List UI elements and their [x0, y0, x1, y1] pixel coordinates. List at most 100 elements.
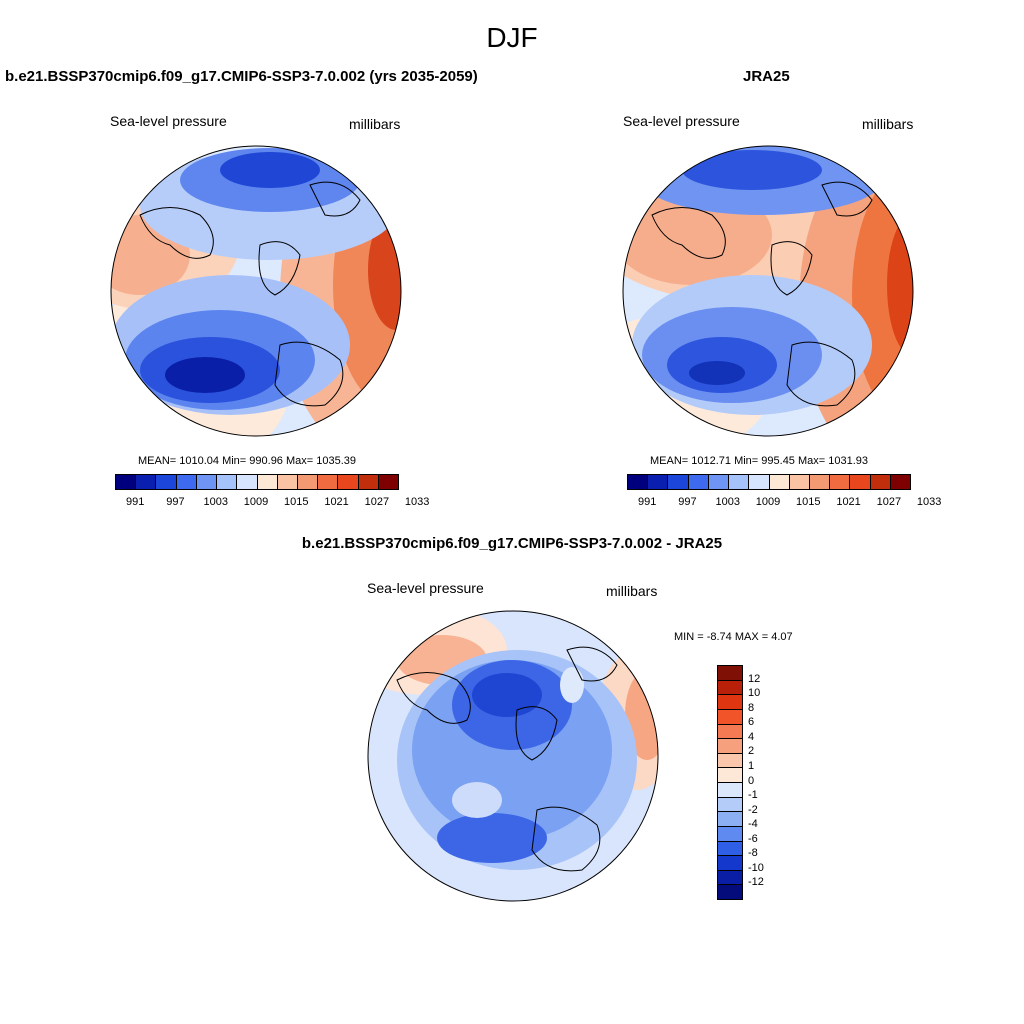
obs-colorbar-box [708, 475, 730, 489]
obs-colorbar-tick-label: 1015 [796, 496, 821, 508]
obs-colorbar [627, 474, 911, 490]
diff-colorbar-box [718, 885, 742, 899]
obs-colorbar-box [890, 475, 911, 489]
obs-polar-map [622, 145, 914, 437]
model-colorbar-box [217, 475, 238, 489]
diff-colorbar-tick-label: 10 [748, 687, 761, 700]
obs-colorbar-box [688, 475, 709, 489]
diff-colorbar-tick-label: 0 [748, 774, 755, 787]
diff-coastlines [396, 646, 618, 872]
model-colorbar-tick-label: 1027 [364, 496, 390, 508]
obs-colorbar-tick-label: 1009 [755, 496, 781, 508]
model-colorbar-ticks: 991 997 1003 1009 1015 1021 1027 1033 [115, 496, 429, 510]
obs-colorbar-box [789, 475, 810, 489]
diff-colorbar-box [718, 812, 742, 827]
model-colorbar-box [277, 475, 298, 489]
model-colorbar-box [176, 475, 197, 489]
model-colorbar-box [378, 475, 399, 489]
diff-weak-s [452, 782, 502, 818]
model-colorbar-tick-label: 1021 [324, 496, 349, 508]
diff-colorbar-box [718, 695, 742, 710]
diff-colorbar-tick-label: 12 [748, 672, 761, 685]
diff-colorbar-tick-label: -10 [748, 861, 764, 874]
model-panel-title: b.e21.BSSP370cmip6.f09_g17.CMIP6-SSP3-7.… [5, 68, 478, 85]
diff-colorbar-tick-label: 4 [748, 730, 755, 743]
model-coastlines [139, 181, 361, 407]
model-colorbar-box [136, 475, 157, 489]
diff-colorbar [717, 665, 743, 900]
obs-colorbar-box [870, 475, 891, 489]
model-colorbar-tick-label: 1015 [284, 496, 309, 508]
model-colorbar-box [116, 475, 137, 489]
diff-colorbar-tick-label: 1 [748, 759, 755, 772]
obs-colorbar-box [628, 475, 649, 489]
obs-colorbar-box [749, 475, 770, 489]
diff-colorbar-box [718, 753, 742, 769]
diff-colorbar-box [718, 826, 742, 842]
diff-panel-title: b.e21.BSSP370cmip6.f09_g17.CMIP6-SSP3-7.… [301, 535, 723, 552]
diff-colorbar-tick-label: -4 [748, 818, 758, 831]
obs-colorbar-tick-label: 997 [678, 496, 697, 508]
diff-colorbar-box [718, 856, 742, 871]
diff-units-label: millibars [606, 583, 658, 599]
model-stats: MEAN= 1010.04 Min= 990.96 Max= 1035.39 [138, 455, 357, 467]
diff-colorbar-box [718, 870, 742, 886]
obs-coastlines [651, 181, 873, 407]
model-colorbar-tick-label: 997 [166, 496, 185, 508]
obs-colorbar-box [850, 475, 871, 489]
obs-colorbar-tick-label: 991 [637, 496, 657, 508]
obs-variable-label: Sea-level pressure [623, 113, 740, 129]
obs-map-border [622, 145, 914, 437]
obs-colorbar-tick-label: 1033 [916, 496, 942, 508]
diff-colorbar-tick-label: 2 [748, 745, 755, 758]
diff-colorbar-tick-label: -12 [748, 876, 764, 889]
diff-colorbar-box [718, 680, 742, 696]
diff-pos-e-core [625, 670, 658, 760]
diff-colorbar-box [718, 797, 742, 813]
model-colorbar-box [196, 475, 218, 489]
diff-colorbar-box [718, 739, 742, 754]
obs-units-label: millibars [862, 116, 914, 132]
obs-colorbar-box [648, 475, 669, 489]
model-colorbar-tick-label: 1033 [404, 496, 430, 508]
diff-neg-s [437, 813, 547, 863]
diff-stats: MIN = -8.74 MAX = 4.07 [674, 631, 793, 643]
model-colorbar-box [358, 475, 379, 489]
model-colorbar-box [338, 475, 359, 489]
obs-colorbar-box [769, 475, 790, 489]
model-colorbar-tick-label: 1009 [243, 496, 269, 508]
diff-colorbar-box [718, 666, 742, 681]
diff-polar-map [367, 610, 659, 902]
diff-colorbar-tick-label: 8 [748, 701, 755, 714]
diff-colorbar-box [718, 724, 742, 740]
diff-colorbar-box [718, 709, 742, 725]
obs-stats: MEAN= 1012.71 Min= 995.45 Max= 1031.93 [650, 455, 869, 467]
model-colorbar-box [318, 475, 339, 489]
obs-colorbar-box [729, 475, 750, 489]
model-low-s-core [165, 357, 245, 393]
diff-colorbar-tick-label: 6 [748, 716, 755, 729]
diff-colorbar-ticks: 12 10 8 6 4 2 1 0 -1 -2 -4 -6 -8 -10 -12 [748, 665, 788, 900]
model-colorbar [115, 474, 399, 490]
model-polar-map [110, 145, 402, 437]
diff-colorbar-tick-label: -6 [748, 832, 758, 845]
model-colorbar-box [297, 475, 319, 489]
obs-colorbar-tick-label: 1027 [876, 496, 902, 508]
obs-colorbar-tick-label: 1003 [715, 496, 740, 508]
model-map-border [110, 145, 402, 437]
model-colorbar-box [257, 475, 278, 489]
obs-colorbar-ticks: 991 997 1003 1009 1015 1021 1027 1033 [627, 496, 941, 510]
model-high-e-core [368, 210, 401, 330]
obs-panel-title: JRA25 [743, 68, 790, 85]
model-variable-label: Sea-level pressure [110, 113, 227, 129]
model-colorbar-box [156, 475, 177, 489]
diff-neg-n-core [472, 673, 542, 717]
model-units-label: millibars [349, 116, 401, 132]
obs-high-e-core [887, 215, 913, 355]
diff-variable-label: Sea-level pressure [367, 580, 484, 596]
obs-colorbar-tick-label: 1021 [836, 496, 861, 508]
diff-map-border [367, 610, 659, 902]
obs-colorbar-box [668, 475, 689, 489]
model-low-n-core [220, 152, 320, 188]
obs-colorbar-box [809, 475, 831, 489]
